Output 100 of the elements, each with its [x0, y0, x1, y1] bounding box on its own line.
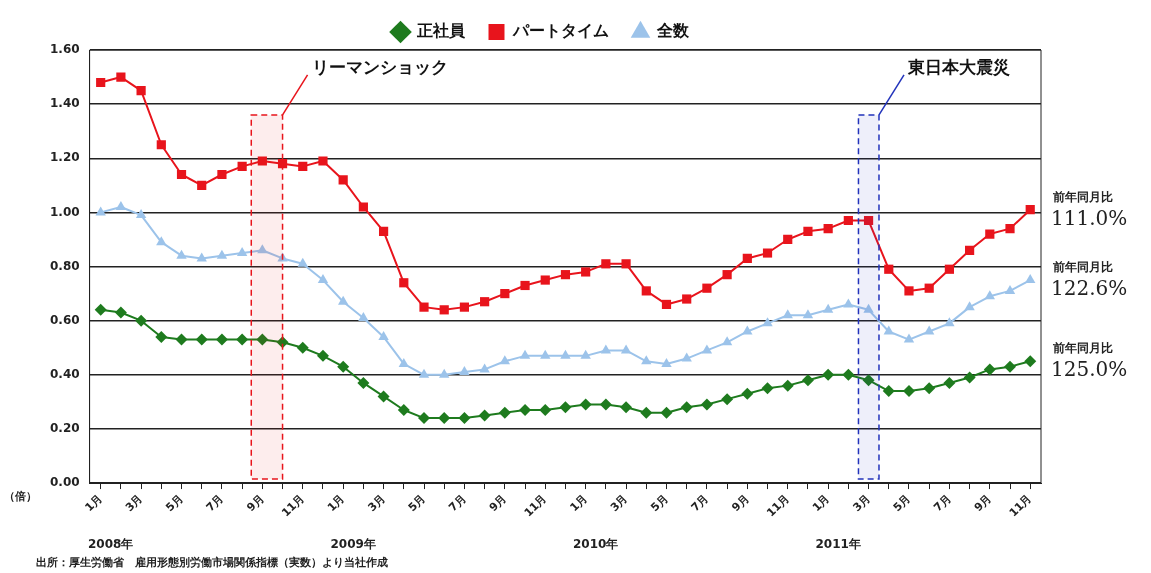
point: [156, 140, 166, 150]
point: [682, 294, 692, 304]
point: [277, 159, 288, 169]
point: [964, 301, 975, 311]
point: [297, 257, 308, 267]
point: [721, 336, 733, 346]
point: [782, 309, 793, 319]
legend-label: 正社員: [415, 21, 466, 41]
x-tick-label: 5月: [163, 491, 186, 515]
x-tick-label: 1月: [809, 491, 833, 515]
point: [783, 234, 793, 245]
point: [560, 349, 571, 359]
band-label: 東日本大震災: [906, 57, 1010, 78]
y-tick-label: 1.60: [50, 42, 80, 57]
point: [681, 352, 692, 362]
y-tick-label: 1.20: [50, 150, 80, 165]
point: [862, 374, 875, 387]
point: [560, 270, 571, 280]
y-tick-label: 0.80: [50, 258, 80, 273]
point: [317, 274, 329, 284]
text: 2009年: [330, 537, 376, 552]
point: [620, 401, 633, 414]
point: [640, 406, 653, 419]
point: [397, 403, 410, 416]
point: [216, 249, 228, 259]
point: [985, 229, 995, 239]
text: 2011年: [815, 537, 861, 552]
point: [801, 374, 814, 387]
point: [620, 344, 632, 354]
x-tick-label: 5月: [890, 491, 914, 515]
x-tick-label: 3月: [607, 491, 631, 515]
point: [700, 398, 713, 411]
point: [882, 385, 895, 398]
band-label: リーマンショック: [311, 57, 448, 78]
y-tick-label: 1.40: [50, 96, 80, 111]
y-tick-label: 0.00: [50, 475, 80, 490]
x-tick-label: 9月: [486, 491, 509, 515]
text: 2008年: [87, 537, 134, 552]
point: [418, 368, 430, 378]
legend-label: 全数: [655, 21, 690, 41]
point: [257, 244, 268, 254]
point: [843, 215, 853, 226]
point: [296, 341, 309, 354]
point: [923, 382, 936, 395]
point: [702, 283, 712, 293]
point: [318, 156, 328, 166]
point: [195, 333, 208, 346]
x-tick-label: 11月: [279, 491, 307, 520]
point: [215, 333, 228, 346]
point: [762, 248, 773, 258]
point: [539, 403, 552, 416]
point: [236, 247, 248, 256]
point: [581, 267, 591, 277]
x-tick-label: 7月: [446, 491, 469, 515]
point: [256, 333, 269, 346]
x-tick-label: 5月: [405, 491, 429, 515]
point: [176, 249, 187, 259]
x-tick-label: 3月: [122, 491, 146, 515]
y-tick-label: 1.00: [50, 204, 80, 219]
point: [236, 333, 249, 346]
annotation: 前年同月比 125.0%: [1051, 341, 1128, 382]
x-tick-label: 9月: [244, 491, 267, 515]
point: [943, 376, 956, 389]
point: [257, 156, 267, 166]
point: [480, 297, 490, 307]
point: [498, 406, 511, 419]
point: [559, 401, 572, 414]
point: [478, 409, 491, 422]
point: [357, 376, 370, 389]
point: [114, 306, 127, 319]
point: [742, 253, 752, 264]
point: [823, 224, 833, 234]
point: [601, 259, 611, 269]
x-tick-label: 7月: [203, 491, 227, 515]
x-tick-label: 5月: [648, 491, 671, 515]
point: [641, 286, 651, 296]
point: [175, 333, 188, 346]
point: [580, 349, 591, 359]
point: [378, 226, 389, 236]
point: [337, 295, 349, 305]
x-tick-label: 9月: [971, 491, 994, 515]
point: [1004, 360, 1017, 373]
point: [1005, 224, 1015, 234]
point: [661, 357, 672, 367]
point: [197, 180, 207, 190]
point: [863, 215, 874, 226]
annotation: 前年同月比 122.6%: [1051, 260, 1128, 301]
point: [641, 355, 652, 365]
point: [377, 390, 390, 403]
text: 出所：厚生労働省 雇用形態別労働市場関係指標（実数）より当社作成: [36, 555, 388, 569]
point: [579, 398, 592, 411]
text: 2010年: [572, 537, 619, 552]
point: [884, 264, 894, 274]
y-axis-title: （倍）: [4, 489, 37, 503]
point: [176, 169, 187, 180]
point: [298, 161, 308, 171]
point: [762, 317, 773, 327]
point: [398, 357, 409, 367]
x-tick-label: 7月: [931, 491, 954, 515]
x-tick-label: 11月: [1006, 491, 1035, 520]
